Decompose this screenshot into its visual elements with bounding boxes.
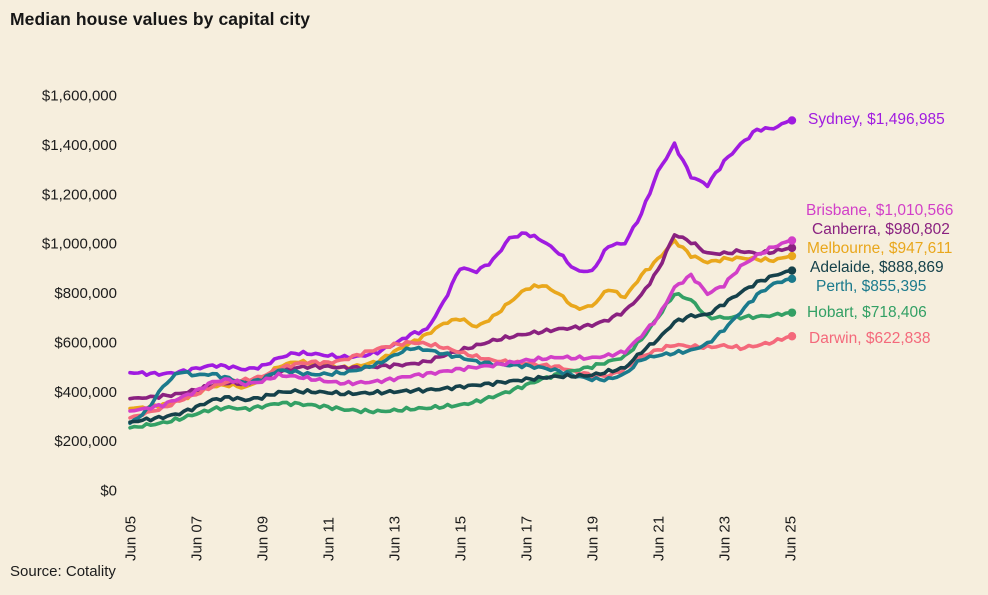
x-axis-tick-label: Jun 17 xyxy=(519,516,536,561)
x-axis-tick-label: Jun 19 xyxy=(585,516,602,561)
x-axis-tick-label: Jun 09 xyxy=(255,516,272,561)
series-end-label-brisbane: Brisbane, $1,010,566 xyxy=(806,202,953,219)
x-axis-tick-label: Jun 15 xyxy=(453,516,470,561)
x-axis-tick-label: Jun 11 xyxy=(321,517,338,561)
source-note: Source: Cotality xyxy=(10,563,116,580)
y-axis-tick-label: $1,400,000 xyxy=(42,137,117,154)
series-end-label-adelaide: Adelaide, $888,869 xyxy=(810,259,944,276)
x-axis-tick-label: Jun 07 xyxy=(189,516,206,561)
y-axis-tick-label: $1,000,000 xyxy=(42,236,117,253)
y-axis-tick-label: $1,200,000 xyxy=(42,186,117,203)
series-end-dot-hobart xyxy=(787,308,797,317)
series-line-adelaide xyxy=(128,268,792,424)
series-line-brisbane xyxy=(128,238,792,413)
y-axis-tick-label: $0 xyxy=(100,483,117,500)
series-end-label-perth: Perth, $855,395 xyxy=(816,278,926,295)
series-end-dot-brisbane xyxy=(787,236,797,245)
series-end-label-canberra: Canberra, $980,802 xyxy=(812,221,950,238)
chart-title: Median house values by capital city xyxy=(10,9,311,29)
series-end-label-hobart: Hobart, $718,406 xyxy=(807,304,927,321)
x-axis-tick-label: Jun 21 xyxy=(651,516,668,561)
x-axis-tick-label: Jun 13 xyxy=(387,516,404,561)
series-end-label-melbourne: Melbourne, $947,611 xyxy=(807,240,952,257)
y-axis-tick-label: $200,000 xyxy=(54,433,117,450)
series-end-dot-adelaide xyxy=(787,266,797,275)
y-axis-tick-label: $1,600,000 xyxy=(42,88,117,105)
x-axis-tick-label: Jun 05 xyxy=(123,516,140,561)
series-end-dot-darwin xyxy=(787,332,797,341)
series-end-label-sydney: Sydney, $1,496,985 xyxy=(808,111,945,128)
series-end-dot-melbourne xyxy=(787,251,797,261)
series-line-melbourne xyxy=(128,238,792,411)
series-end-dot-sydney xyxy=(787,116,797,125)
y-axis-tick-label: $400,000 xyxy=(54,384,117,401)
series-line-hobart xyxy=(128,292,792,430)
series-line-sydney xyxy=(128,118,792,377)
series-end-dot-perth xyxy=(787,274,797,284)
x-axis-tick-label: Jun 25 xyxy=(783,516,800,561)
x-axis-tick-label: Jun 23 xyxy=(717,516,734,561)
series-end-label-darwin: Darwin, $622,838 xyxy=(809,330,931,347)
y-axis-tick-label: $800,000 xyxy=(54,285,117,302)
series-end-dot-canberra xyxy=(787,243,797,253)
y-axis-tick-label: $600,000 xyxy=(54,334,117,351)
